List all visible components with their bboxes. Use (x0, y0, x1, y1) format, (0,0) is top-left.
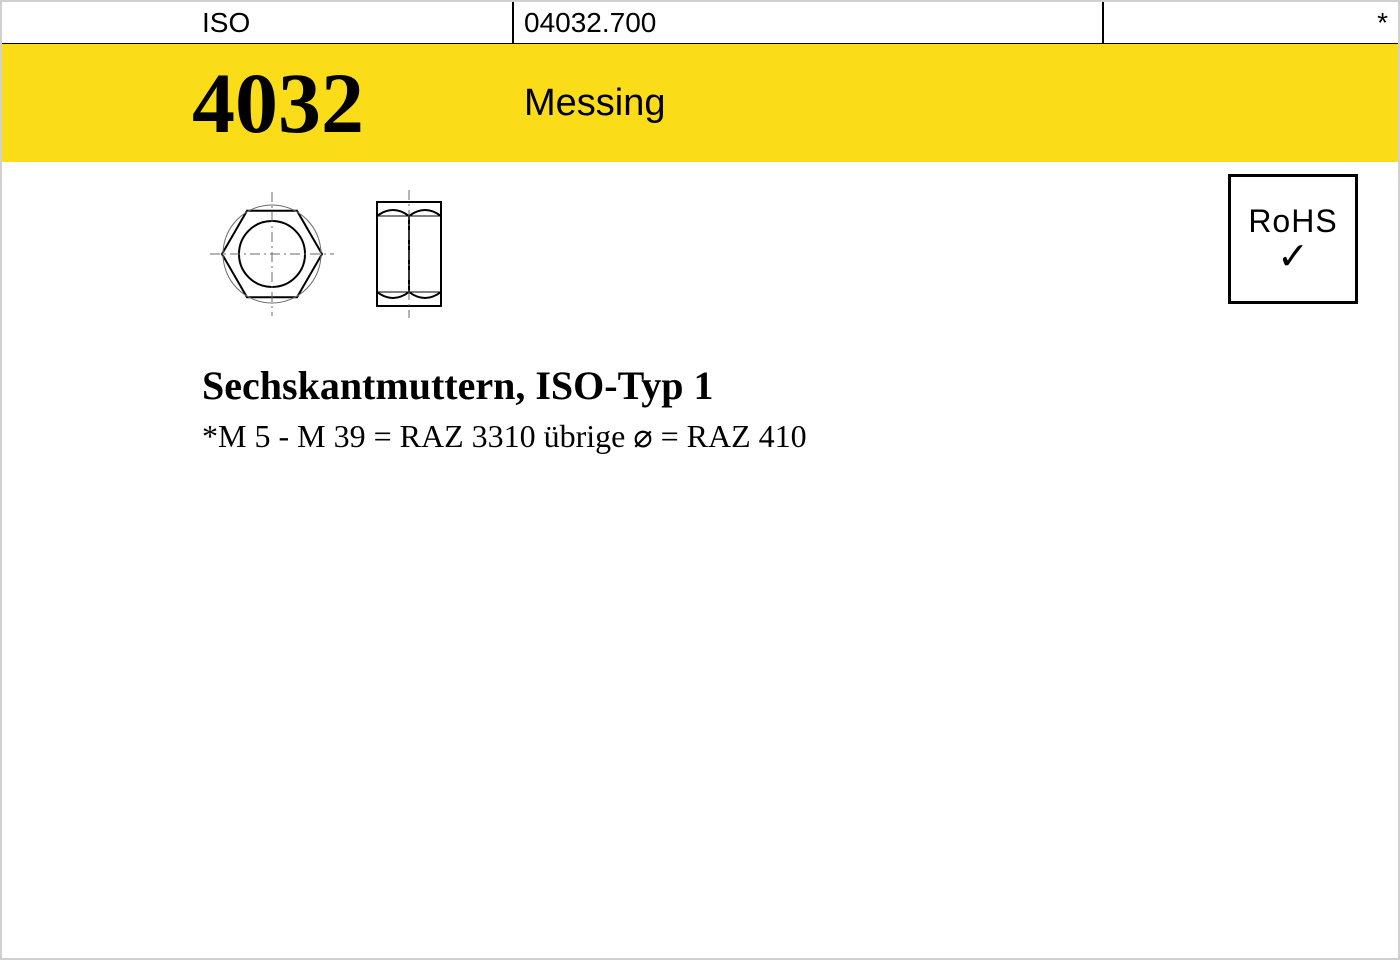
standard-number: 4032 (2, 44, 512, 162)
header-asterisk: * (1102, 2, 1398, 43)
product-note: *M 5 - M 39 = RAZ 3310 übrige ⌀ = RAZ 41… (202, 417, 1398, 455)
material-label: Messing (512, 44, 1398, 162)
header-iso-label: ISO (2, 2, 512, 43)
rohs-badge: RoHS ✓ (1228, 174, 1358, 304)
product-title: Sechskantmuttern, ISO-Typ 1 (202, 362, 1398, 409)
hex-nut-icon (202, 174, 462, 334)
spec-sheet: ISO 04032.700 * 4032 Messing (0, 0, 1400, 960)
rohs-check-icon: ✓ (1277, 238, 1309, 276)
standard-band: 4032 Messing (2, 44, 1398, 162)
header-row: ISO 04032.700 * (2, 2, 1398, 44)
description-block: Sechskantmuttern, ISO-Typ 1 *M 5 - M 39 … (2, 352, 1398, 455)
rohs-label: RoHS (1248, 203, 1337, 240)
diagram-row: RoHS ✓ (2, 162, 1398, 352)
header-article-code: 04032.700 (512, 2, 1102, 43)
